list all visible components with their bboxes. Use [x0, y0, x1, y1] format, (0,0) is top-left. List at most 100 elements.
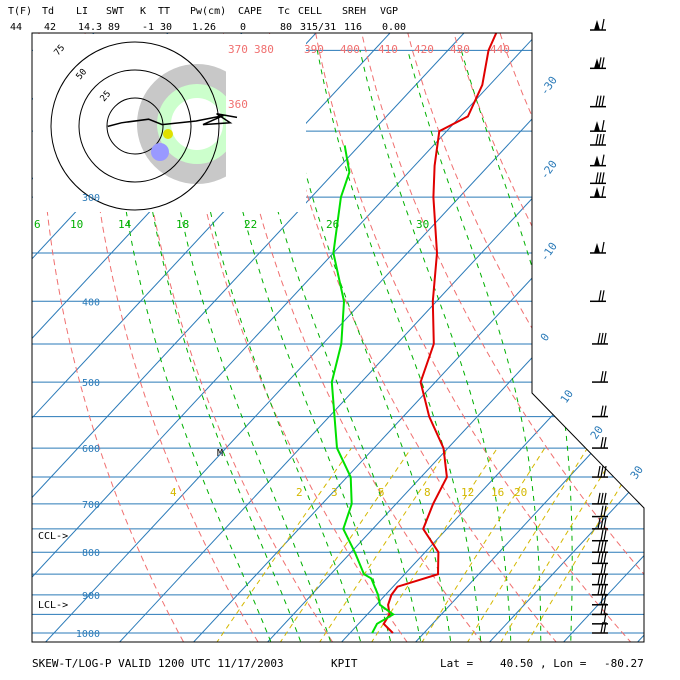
mixing-ratio-line: [274, 447, 412, 642]
footer-lat-value: 40.50: [500, 657, 533, 670]
index-label: LI: [76, 6, 88, 17]
theta-e-label: 10: [70, 218, 83, 231]
wind-barb-tick: [597, 517, 601, 529]
theta-e-label: 6: [34, 218, 41, 231]
pressure-tick-label: 1000: [76, 629, 100, 640]
mixing-ratio-line: [461, 447, 588, 642]
moist-adiabat: [460, 50, 573, 642]
dewpoint-trace: [330, 145, 396, 634]
wind-barb-tick: [597, 552, 601, 564]
theta-e-label: 30: [416, 218, 429, 231]
wind-barb-tick: [597, 492, 601, 504]
theta-label: 370: [228, 43, 248, 56]
pressure-tick-label: 800: [82, 548, 100, 559]
pressure-tick-label: 500: [82, 378, 100, 389]
mixing-ratio-label: 4: [170, 486, 177, 499]
pressure-tick-label: 300: [82, 193, 100, 204]
hodograph-ring: [106, 97, 164, 155]
index-label: Pw(cm): [190, 6, 226, 17]
hodograph-panel-right: [226, 34, 306, 212]
wind-barb-tick: [603, 517, 607, 529]
moist-adiabat: [244, 50, 423, 642]
wind-barb-tick: [600, 529, 604, 541]
isotherm-label: 10: [558, 387, 576, 405]
isotherm-line: [193, 33, 644, 642]
mixing-ratio-label: 12: [461, 486, 474, 499]
wind-barb-tick: [600, 552, 604, 564]
hodograph-trace: [107, 113, 238, 128]
wind-barb-tick: [598, 133, 602, 146]
wind-barb-tick: [603, 405, 607, 417]
wind-barb-tick: [601, 120, 605, 132]
pressure-tick-label: 400: [82, 297, 100, 308]
index-value: -1: [142, 22, 154, 33]
wind-barb-tick: [603, 492, 607, 504]
wind-barb-tick: [603, 583, 607, 595]
dry-adiabat: [559, 33, 644, 642]
index-label: K: [140, 6, 146, 17]
index-label: T(F): [8, 6, 32, 17]
wind-barb-tick: [603, 593, 607, 605]
level-m-marker: M: [217, 448, 223, 459]
footer-lon-value: -80.27: [604, 657, 644, 670]
footer-station: KPIT: [331, 657, 358, 670]
hodograph-storm-core: [171, 98, 223, 150]
theta-e-label: 26: [326, 218, 339, 231]
wind-barb-tick: [600, 405, 604, 417]
index-label: CAPE: [238, 6, 262, 17]
wind-barb-tick: [600, 436, 604, 449]
mixing-ratio-line: [210, 447, 352, 642]
wind-barb-tick: [603, 465, 607, 478]
wind-barb-tick: [601, 241, 605, 254]
lcl-marker: LCL->: [38, 600, 68, 611]
mixing-ratio-line: [495, 447, 620, 642]
wind-barb-tick: [603, 370, 607, 383]
index-label: VGP: [380, 6, 398, 17]
hodograph-storm-motion-dot: [151, 143, 169, 161]
wind-barb-tick: [600, 370, 604, 383]
hodograph-ring: [78, 69, 192, 183]
dry-adiabat: [430, 33, 644, 642]
moist-adiabat: [133, 50, 305, 642]
wind-barb-tick: [598, 95, 602, 107]
wind-barb-tick: [600, 593, 604, 605]
isotherm-label: -30: [538, 74, 560, 98]
hodograph-ring: [50, 41, 220, 211]
dry-adiabat: [84, 33, 264, 642]
index-label: SWT: [106, 6, 124, 17]
theta-label: 390: [304, 43, 324, 56]
wind-barb-flag: [594, 58, 600, 69]
dry-adiabat: [516, 33, 644, 642]
isotherm-line: [563, 33, 644, 642]
wind-barb-tick: [597, 583, 601, 595]
index-value: 42: [44, 22, 56, 33]
wind-barb-tick: [600, 583, 604, 595]
theta-label: 380: [254, 43, 274, 56]
index-value: 116: [344, 22, 362, 33]
mixing-ratio-label: 8: [424, 486, 431, 499]
wind-barb-tick: [601, 290, 605, 302]
index-label: Tc: [278, 6, 290, 17]
wind-barb-tick: [595, 172, 599, 184]
wind-barb-flag: [594, 155, 600, 166]
wind-barb-tick: [600, 492, 604, 504]
pressure-tick-label: 700: [82, 500, 100, 511]
wind-barb-tick: [600, 563, 604, 575]
wind-barb-flag: [594, 20, 600, 30]
theta-label: 420: [414, 43, 434, 56]
ccl-marker: CCL->: [38, 531, 68, 542]
wind-barb-tick: [597, 332, 601, 345]
footer-title: SKEW-T/LOG-P VALID 1200 UTC 11/17/2003: [32, 657, 284, 670]
wind-barb-tick: [595, 133, 599, 146]
wind-barb-tick: [601, 95, 605, 107]
wind-barb-tick: [597, 465, 601, 478]
theta-e-label: 18: [176, 218, 189, 231]
dry-adiabat: [602, 33, 644, 642]
wind-barb-tick: [601, 133, 605, 146]
dry-adiabat: [301, 33, 639, 642]
theta-label: 410: [378, 43, 398, 56]
theta-label: 400: [340, 43, 360, 56]
wind-barb-tick: [595, 95, 599, 107]
index-value: 89: [108, 22, 120, 33]
index-value: 30: [160, 22, 172, 33]
